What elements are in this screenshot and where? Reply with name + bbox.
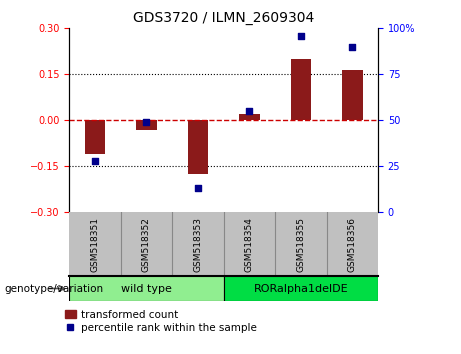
Legend: transformed count, percentile rank within the sample: transformed count, percentile rank withi… xyxy=(65,310,257,333)
Title: GDS3720 / ILMN_2609304: GDS3720 / ILMN_2609304 xyxy=(133,11,314,24)
Bar xyxy=(84,120,105,154)
Text: RORalpha1delDE: RORalpha1delDE xyxy=(254,284,348,293)
Bar xyxy=(69,276,224,301)
Point xyxy=(194,185,201,191)
Point xyxy=(91,158,99,164)
Text: genotype/variation: genotype/variation xyxy=(5,284,104,293)
Bar xyxy=(224,276,378,301)
Bar xyxy=(239,114,260,120)
Text: GSM518354: GSM518354 xyxy=(245,217,254,272)
Point xyxy=(297,33,304,39)
Text: GSM518351: GSM518351 xyxy=(90,217,100,272)
Text: GSM518353: GSM518353 xyxy=(193,217,202,272)
Bar xyxy=(136,120,157,130)
Text: GSM518356: GSM518356 xyxy=(348,217,357,272)
Text: wild type: wild type xyxy=(121,284,172,293)
Bar xyxy=(290,59,311,120)
Bar xyxy=(342,70,362,120)
Text: GSM518352: GSM518352 xyxy=(142,217,151,272)
Text: GSM518355: GSM518355 xyxy=(296,217,305,272)
Point xyxy=(246,108,253,114)
Bar xyxy=(188,120,208,174)
Point xyxy=(142,119,150,125)
Point xyxy=(349,44,356,50)
